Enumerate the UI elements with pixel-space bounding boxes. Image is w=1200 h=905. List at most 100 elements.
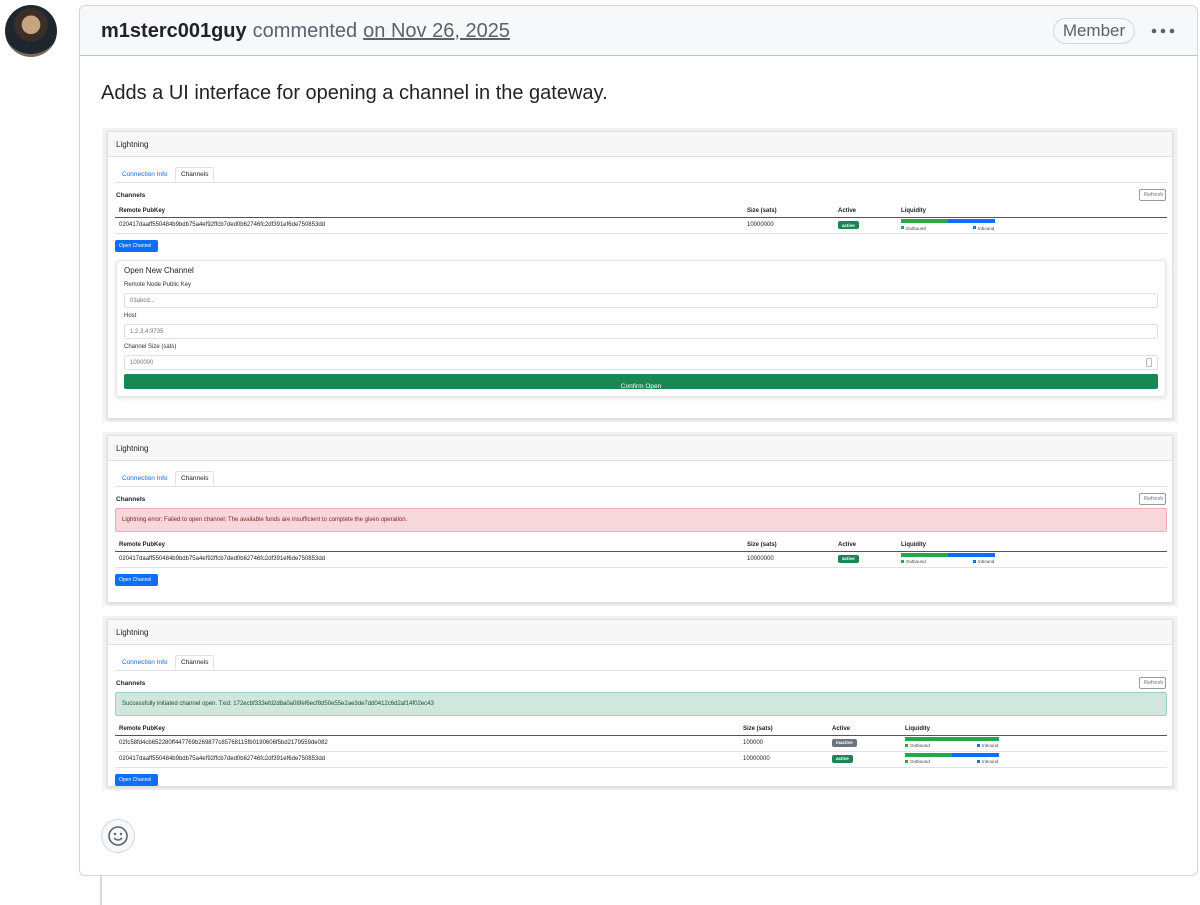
alert (115, 508, 1167, 532)
avatar[interactable] (5, 5, 57, 57)
field-label: Channel Size (sats) (124, 344, 177, 350)
alert-text: Successfully initiated channel open. Txi… (122, 701, 434, 707)
column-header: Active (838, 208, 857, 214)
status-badge: active (832, 754, 853, 763)
panel-title: Lightning (116, 140, 149, 149)
column-header: Remote PubKey (119, 725, 166, 732)
panel-header (107, 435, 1173, 461)
screenshot: Lightning Connection Info Channels Channels… (102, 128, 1178, 422)
header-line (115, 217, 1167, 218)
status-badge: active (838, 221, 859, 229)
spinner (1146, 358, 1152, 367)
status-label: active (836, 756, 849, 761)
size: 100000 (743, 739, 764, 746)
refresh-label: Refresh (1144, 679, 1164, 686)
pubkey: 02fc58fd4cb652280ff447769b269877c8576811… (119, 739, 328, 746)
author[interactable]: m1sterc001guy (101, 19, 247, 42)
button-label: Open Channel (119, 576, 152, 583)
field-text: 1000000 (130, 359, 154, 366)
button-label: Open Channel (119, 776, 152, 783)
field-label: Host (124, 313, 137, 319)
tab: Connection Info (122, 474, 168, 482)
tab: Channels (181, 170, 209, 178)
legend-swatch (901, 226, 904, 229)
header-line (115, 734, 1167, 736)
legend-label: Outbound (910, 743, 930, 748)
refresh-button (1139, 189, 1166, 201)
legend-swatch (901, 559, 904, 563)
tab-line (115, 670, 1167, 671)
liquidity-bar (901, 219, 995, 223)
legend-swatch (905, 759, 908, 763)
status-badge: active (838, 554, 859, 563)
section-title: Channels (116, 679, 146, 687)
screenshot: Lightning Connection Info Channels Channels… (102, 432, 1178, 606)
field-input (124, 324, 1158, 339)
kebab-menu[interactable] (1150, 24, 1176, 38)
action: commented (252, 19, 358, 42)
column-header: Liquidity (901, 208, 926, 214)
legend-label: Inbound (978, 225, 995, 231)
column-header: Size (sats) (747, 208, 777, 214)
legend-label: Inbound (982, 759, 999, 764)
tab-active (175, 167, 214, 183)
refresh-label: Refresh (1144, 191, 1164, 198)
status-label: active (842, 556, 855, 561)
panel-title: Lightning (116, 628, 149, 637)
field-label: Remote Node Public Key (124, 282, 192, 288)
liquidity-bar (901, 552, 995, 557)
pubkey: 020417daaff550484b9bdb75a4ef92ffcb7ded0b… (119, 755, 325, 762)
column-header: Size (sats) (747, 541, 777, 548)
refresh-button (1139, 493, 1166, 505)
comment-meta: m1sterc001guy commented on Nov 26, 2025 (101, 16, 510, 46)
panel-title: Lightning (116, 444, 149, 453)
refresh-label: Refresh (1144, 495, 1164, 502)
size: 10000000 (743, 755, 770, 762)
size: 10000000 (747, 222, 774, 228)
legend-label: Outbound (906, 225, 926, 231)
panel-header (107, 131, 1173, 157)
reaction-button[interactable] (101, 819, 135, 853)
timeline-line (100, 875, 102, 905)
outbound-bar (901, 552, 948, 557)
alert-text: Lightning error: Failed to open channel:… (122, 517, 408, 523)
column-header: Active (838, 541, 857, 548)
tab-active (175, 655, 214, 671)
column-header: Remote PubKey (119, 541, 166, 548)
date[interactable]: on Nov 26, 2025 (363, 19, 510, 42)
legend-swatch (905, 743, 908, 747)
row-line (115, 750, 1167, 752)
header-line (115, 550, 1167, 552)
tab: Connection Info (122, 658, 168, 666)
legend-swatch (977, 759, 980, 763)
tab-line (115, 486, 1167, 487)
row-line (115, 766, 1167, 768)
outbound-bar (905, 752, 952, 757)
pubkey: 020417daaff550484b9bdb75a4ef92ffcb7ded0b… (119, 222, 325, 228)
legend-label: Inbound (978, 559, 995, 564)
comment-body: Adds a UI interface for opening a channe… (101, 82, 608, 104)
column-header: Size (sats) (743, 725, 773, 732)
open-channel-button (115, 240, 158, 252)
open-channel-button (115, 773, 158, 786)
refresh-button (1139, 677, 1166, 689)
panel-header (107, 619, 1173, 645)
field-input (124, 355, 1158, 370)
legend-swatch (977, 743, 980, 747)
outbound-bar (905, 736, 999, 741)
column-header: Liquidity (905, 725, 930, 732)
status-badge: inactive (832, 738, 857, 747)
legend-label: Outbound (906, 559, 926, 564)
field-input (124, 293, 1158, 308)
tab: Connection Info (122, 170, 168, 178)
section-title: Channels (116, 495, 146, 503)
tab: Channels (181, 474, 209, 482)
legend-label: Inbound (982, 743, 999, 748)
submit-label: Confirm Open (620, 383, 662, 390)
size: 10000000 (747, 555, 774, 562)
outbound-bar (901, 219, 948, 223)
form-title: Open New Channel (124, 266, 194, 275)
field-text: 03abcd... (130, 297, 155, 304)
legend-label: Outbound (910, 759, 930, 764)
